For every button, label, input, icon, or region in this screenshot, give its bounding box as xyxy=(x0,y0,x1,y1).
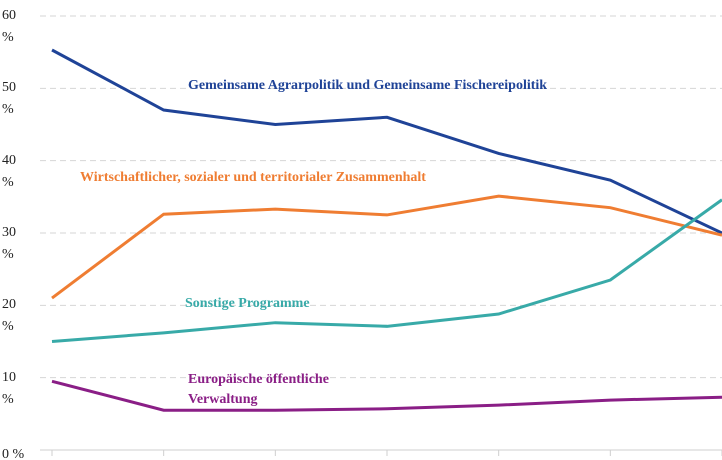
series-label: Sonstige Programme xyxy=(185,296,310,311)
y-tick-label: 60 % xyxy=(2,8,16,45)
y-tick-label: 30 % xyxy=(2,225,16,262)
series-line xyxy=(51,198,722,343)
series-label: Wirtschaftlicher, sozialer und territori… xyxy=(80,170,426,185)
y-tick-label: 0 % xyxy=(2,447,25,460)
y-tick-label: 50 % xyxy=(2,80,16,118)
series-line xyxy=(51,379,722,412)
series-label: Europäische öffentliche Verwaltung xyxy=(188,372,329,407)
y-tick-label: 40 % xyxy=(2,152,16,190)
y-tick-label: 20 % xyxy=(2,297,16,335)
series-label: Gemeinsame Agrarpolitik und Gemeinsame F… xyxy=(188,78,548,93)
series-line xyxy=(51,48,722,235)
series-line xyxy=(51,194,722,300)
y-tick-label: 10 % xyxy=(2,369,16,407)
